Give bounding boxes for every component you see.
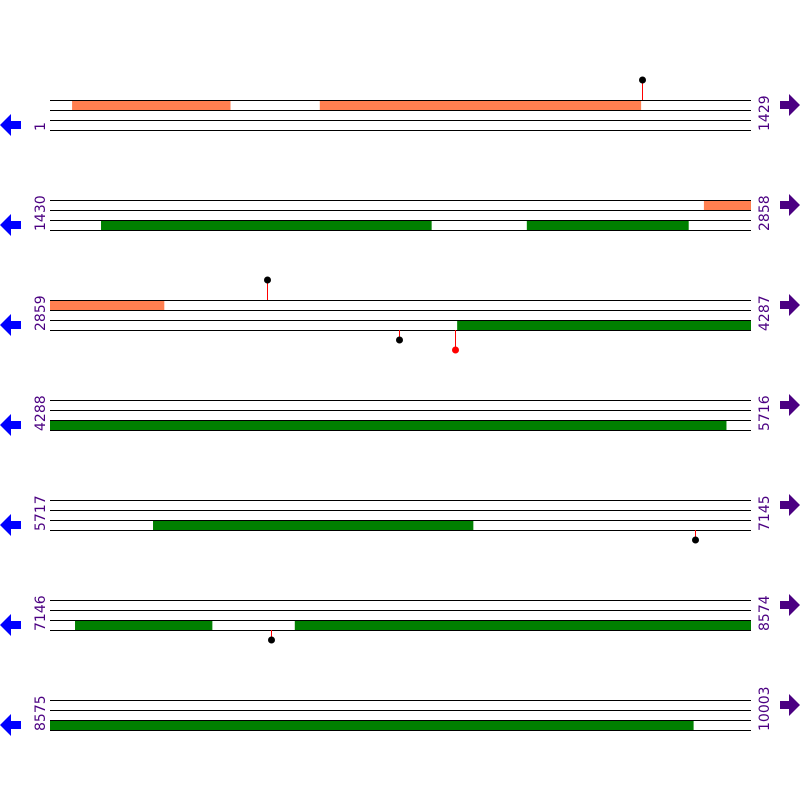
left-arrow-icon[interactable] [0, 314, 21, 336]
row-start-label: 1430 [33, 195, 49, 231]
forward-feature[interactable] [319, 100, 642, 110]
forward-feature[interactable] [72, 100, 231, 110]
row-start-label: 2859 [33, 295, 49, 331]
marker-dot[interactable] [268, 636, 275, 644]
left-arrow-icon[interactable] [0, 114, 21, 136]
row-end-label: 1429 [757, 95, 773, 131]
right-arrow-icon[interactable] [780, 594, 800, 616]
marker-dot[interactable] [396, 336, 403, 344]
right-arrow-icon[interactable] [780, 694, 800, 716]
row-start-label: 1 [33, 122, 49, 131]
right-arrow-icon[interactable] [780, 394, 800, 416]
left-arrow-icon[interactable] [0, 514, 21, 536]
row-start-label: 8575 [33, 695, 49, 731]
reverse-feature[interactable] [101, 220, 432, 230]
marker-dot[interactable] [639, 76, 646, 84]
marker-dot[interactable] [264, 276, 271, 284]
left-arrow-icon[interactable] [0, 614, 21, 636]
reverse-feature[interactable] [526, 220, 689, 230]
row-end-label: 5716 [757, 395, 773, 431]
row-start-label: 4288 [33, 395, 49, 431]
reverse-feature[interactable] [50, 720, 694, 730]
right-arrow-icon[interactable] [780, 194, 800, 216]
row-start-label: 5717 [33, 495, 49, 531]
reverse-feature[interactable] [153, 520, 474, 530]
reverse-feature[interactable] [457, 320, 751, 330]
row-end-label: 4287 [757, 295, 773, 331]
reverse-feature[interactable] [294, 620, 751, 630]
forward-feature[interactable] [50, 300, 165, 310]
row-end-label: 10003 [757, 686, 773, 731]
left-arrow-icon[interactable] [0, 414, 21, 436]
right-arrow-icon[interactable] [780, 94, 800, 116]
reverse-feature[interactable] [50, 420, 727, 430]
left-arrow-icon[interactable] [0, 714, 21, 736]
row-end-label: 8574 [757, 595, 773, 631]
right-arrow-icon[interactable] [780, 294, 800, 316]
row-end-label: 7145 [757, 495, 773, 531]
marker-dot[interactable] [692, 536, 699, 544]
reverse-feature[interactable] [75, 620, 213, 630]
forward-feature[interactable] [703, 200, 751, 210]
row-end-label: 2858 [757, 195, 773, 231]
row-start-label: 7146 [33, 595, 49, 631]
right-arrow-icon[interactable] [780, 494, 800, 516]
marker-dot[interactable] [452, 346, 459, 354]
left-arrow-icon[interactable] [0, 214, 21, 236]
